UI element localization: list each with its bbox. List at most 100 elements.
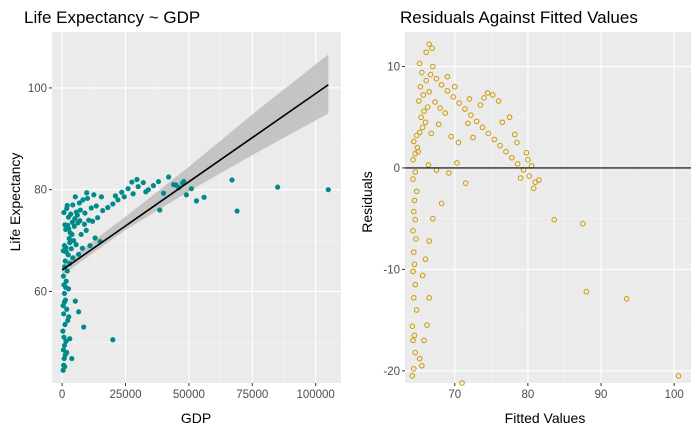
left-chart-data-point: [66, 226, 72, 232]
right-chart-data-point: [470, 134, 476, 141]
left-chart-x-tick-label: 0: [59, 389, 65, 401]
left-chart-data-point: [201, 194, 207, 200]
left-chart-data-point: [129, 179, 135, 185]
left-chart-data-point: [91, 192, 97, 198]
right-chart-data-point: [446, 170, 452, 176]
left-chart-data-point: [61, 290, 68, 297]
right-chart-data-point: [413, 188, 420, 195]
left-chart-data-point: [92, 235, 98, 241]
left-chart-data-point: [77, 207, 83, 213]
left-chart-data-point: [87, 243, 93, 249]
left-chart-data-point: [135, 184, 141, 190]
right-chart-data-point: [525, 157, 531, 163]
left-chart-data-point: [70, 255, 76, 261]
right-chart-data-point: [416, 98, 422, 104]
right-chart-data-point: [410, 294, 417, 301]
left-chart-data-point: [98, 194, 105, 200]
right-chart-data-point: [526, 173, 533, 179]
right-chart-data-point: [423, 49, 430, 56]
left-chart-data-point: [130, 191, 136, 197]
left-chart-data-point: [62, 258, 68, 264]
left-chart-data-point: [234, 208, 240, 214]
right-chart-data-point: [419, 69, 425, 76]
right-chart-data-point: [479, 124, 486, 131]
left-chart-data-point: [134, 176, 140, 183]
right-chart-x-tick-label: 90: [595, 389, 608, 401]
left-chart-data-point: [183, 192, 189, 198]
right-chart-data-point: [412, 216, 419, 223]
left-chart-confidence-band: [62, 54, 329, 276]
left-chart-data-point: [88, 205, 94, 211]
right-chart-data-point: [429, 45, 435, 52]
right-chart-data-point: [411, 332, 418, 339]
right-chart-data-point: [444, 73, 451, 80]
right-chart-data-point: [410, 176, 416, 182]
left-chart-data-point: [61, 342, 68, 348]
left-chart-data-point: [119, 189, 125, 195]
right-chart-data-point: [491, 136, 498, 143]
left-chart-data-point: [63, 245, 69, 251]
left-chart-data-point: [121, 194, 127, 200]
right-chart-data-point: [409, 323, 416, 329]
right-chart-data-point: [410, 208, 417, 215]
right-chart-data-point: [422, 256, 429, 263]
left-chart-data-point: [69, 231, 75, 238]
right-x-axis-label: Fitted Values: [505, 410, 586, 426]
right-chart-data-point: [424, 104, 431, 110]
right-chart-data-point: [503, 148, 509, 155]
right-chart-data-point: [429, 215, 436, 222]
left-chart-title: Life Expectancy ~ GDP: [24, 8, 200, 27]
right-chart-data-point: [416, 60, 423, 67]
left-chart-data-point: [61, 209, 67, 216]
left-chart-data-point: [166, 174, 172, 180]
right-chart-data-point: [514, 139, 520, 146]
right-chart-y-tick-label: 10: [387, 61, 400, 73]
right-chart-data-point: [435, 121, 442, 128]
right-chart-data-point: [426, 89, 432, 95]
right-chart-data-point: [536, 177, 542, 183]
left-chart-data-point: [112, 193, 118, 199]
right-chart-data-point: [442, 110, 449, 116]
left-chart-data-point: [105, 204, 111, 211]
left-chart-data-point: [64, 349, 70, 356]
right-chart-data-point: [426, 41, 432, 47]
right-chart-data-point: [410, 365, 417, 372]
right-chart-data-point: [438, 200, 445, 207]
right-chart-data-point: [481, 95, 487, 101]
left-chart-data-point: [77, 218, 83, 224]
right-chart-data-point: [489, 92, 496, 98]
left-chart-data-point: [62, 364, 68, 370]
right-chart-title: Residuals Against Fitted Values: [400, 8, 638, 27]
left-chart-data-point: [84, 195, 91, 201]
left-chart-data-point: [63, 278, 69, 284]
left-chart-data-point: [61, 334, 67, 340]
right-chart-data-point: [421, 108, 427, 114]
right-chart-data-point: [454, 160, 460, 166]
left-chart-data-point: [67, 240, 73, 246]
right-chart-data-point: [427, 71, 434, 78]
right-chart-data-point: [623, 296, 630, 302]
right-chart-data-point: [410, 268, 416, 275]
right-chart-x-tick-label: 100: [665, 389, 684, 401]
left-chart-data-point: [76, 251, 82, 257]
left-chart-data-point: [78, 231, 84, 238]
right-chart-y-tick-label: -10: [383, 264, 400, 276]
left-chart-data-point: [173, 182, 179, 188]
left-chart-data-point: [72, 194, 78, 200]
left-chart-data-point: [125, 186, 131, 192]
right-chart-panel: 70 80 90 100 -20 -10 0 10: [383, 32, 691, 401]
left-chart-data-point: [229, 177, 235, 183]
left-chart-data-point: [62, 321, 68, 328]
left-chart-data-point: [143, 189, 149, 195]
left-chart-data-point: [181, 178, 187, 185]
right-chart-data-point: [455, 139, 462, 146]
left-chart-data-point: [157, 207, 163, 213]
left-chart-data-point: [63, 284, 69, 290]
right-chart-data-point: [450, 94, 457, 100]
left-chart-data-point: [76, 200, 82, 206]
left-chart-data-point: [61, 311, 67, 317]
left-chart-panel: 0 25000 50000 75000 100000 60 80 100: [28, 32, 341, 401]
right-chart-data-point: [422, 119, 429, 126]
left-chart-data-point: [79, 245, 86, 251]
left-chart-data-point: [64, 268, 70, 274]
